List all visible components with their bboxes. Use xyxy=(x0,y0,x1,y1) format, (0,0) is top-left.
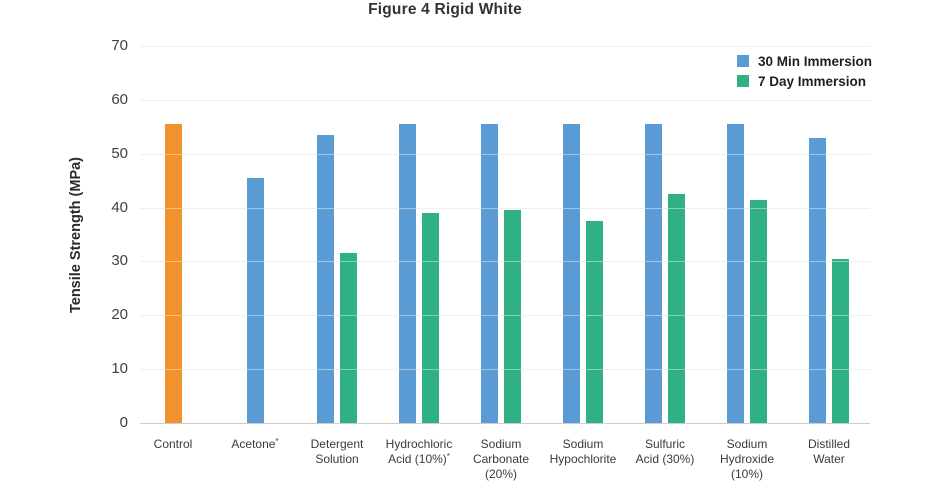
category-label-sodium-hypochlorite: Sodium Hypochlorite xyxy=(549,437,617,466)
legend-swatch-30-min-immersion xyxy=(736,55,749,67)
y-tick-label: 70 xyxy=(111,37,128,54)
category-label-sodium-carbonate-20: Sodium Carbonate (20%) xyxy=(472,437,530,481)
bar-30-min-immersion-sulfuric-acid-30 xyxy=(645,124,662,423)
footnote-asterisk: * xyxy=(446,452,450,461)
y-tick-label: 0 xyxy=(119,414,128,431)
bar-7-day-immersion-sulfuric-acid-30 xyxy=(668,194,685,423)
bar-30-min-immersion-detergent-solution xyxy=(317,134,334,423)
bar-7-day-immersion-hydrochloric-acid-10 xyxy=(422,213,439,423)
y-tick-label: 20 xyxy=(111,306,128,324)
plot-area xyxy=(140,46,870,424)
y-tick-label: 60 xyxy=(111,90,128,108)
gridline-overlay xyxy=(140,207,870,209)
gridline xyxy=(140,207,870,209)
category-label-sodium-hydroxide-10: Sodium Hydroxide (10%) xyxy=(719,437,775,481)
legend-item-7-day-immersion: 7 Day Immersion xyxy=(736,71,872,91)
bar-30-min-immersion-acetone xyxy=(246,177,264,423)
bar-control-control xyxy=(164,124,182,423)
bar-30-min-immersion-sodium-carbonate-20 xyxy=(481,124,498,423)
bar-7-day-immersion-sodium-hydroxide-10 xyxy=(750,199,767,423)
category-label-hydrochloric-acid-10: Hydrochloric Acid (10%)* xyxy=(385,437,453,466)
y-tick-label: 50 xyxy=(111,144,128,162)
bar-30-min-immersion-hydrochloric-acid-10 xyxy=(399,124,416,423)
category-label-acetone: Acetone* xyxy=(231,437,279,451)
gridline xyxy=(140,46,870,47)
gridline-overlay xyxy=(140,315,870,317)
gridline-overlay xyxy=(140,261,870,263)
bar-7-day-immersion-sodium-hypochlorite xyxy=(586,221,603,423)
x-axis-baseline xyxy=(140,423,870,424)
y-tick-label: 30 xyxy=(111,252,128,270)
category-label-detergent-solution: Detergent Solution xyxy=(310,437,364,466)
category-label-sulfuric-acid-30: Sulfuric Acid (30%) xyxy=(635,437,695,466)
y-axis-title: Tensile Strength (MPa) xyxy=(68,156,84,314)
gridline xyxy=(140,153,870,155)
chart-title: Figure 4 Rigid White xyxy=(368,1,522,18)
gridline-overlay xyxy=(140,153,870,155)
legend-label: 30 Min Immersion xyxy=(757,53,872,69)
legend-item-30-min-immersion: 30 Min Immersion xyxy=(736,51,872,71)
y-tick-label: 40 xyxy=(111,198,128,216)
footnote-asterisk: * xyxy=(275,437,279,446)
legend-label: 7 Day Immersion xyxy=(757,73,866,89)
legend: 30 Min Immersion 7 Day Immersion xyxy=(736,51,872,91)
bar-7-day-immersion-distilled-water xyxy=(832,258,849,423)
category-label-distilled-water: Distilled Water xyxy=(807,437,850,466)
bar-30-min-immersion-sodium-hydroxide-10 xyxy=(727,124,744,423)
gridline-overlay xyxy=(140,99,870,101)
bar-7-day-immersion-sodium-carbonate-20 xyxy=(504,210,521,423)
y-tick-label: 10 xyxy=(111,360,128,378)
bar-30-min-immersion-distilled-water xyxy=(809,137,826,423)
gridline-overlay xyxy=(140,369,870,371)
gridline-overlay xyxy=(140,46,870,47)
category-label-control: Control xyxy=(153,437,193,451)
gridline xyxy=(140,99,870,101)
bar-7-day-immersion-detergent-solution xyxy=(340,253,357,423)
legend-swatch-7-day-immersion xyxy=(736,75,749,87)
bar-30-min-immersion-sodium-hypochlorite xyxy=(563,124,580,423)
